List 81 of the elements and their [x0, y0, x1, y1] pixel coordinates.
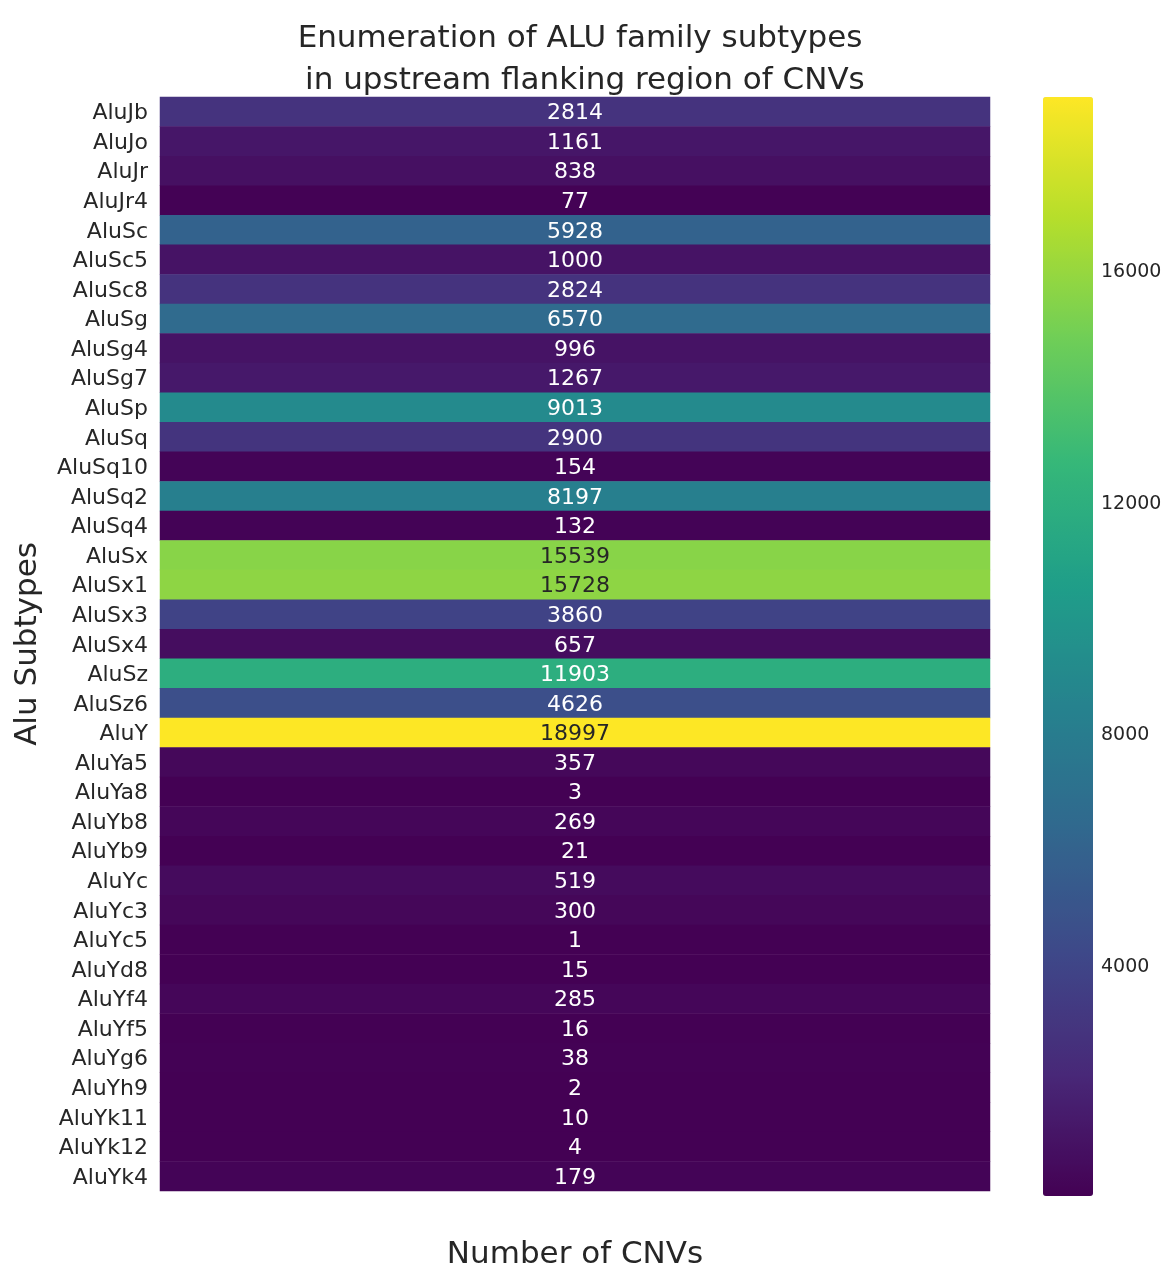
y-tick-label: AluYc3 [73, 897, 148, 923]
data-label: 4626 [547, 690, 603, 716]
data-label: 2814 [547, 99, 603, 125]
data-label: 2900 [547, 424, 603, 450]
y-tick-label: AluYb8 [71, 808, 148, 834]
data-label: 15539 [540, 542, 610, 568]
data-label: 9013 [547, 394, 603, 420]
data-label: 15 [561, 956, 589, 982]
y-tick-label: AluSx3 [71, 601, 148, 627]
data-label: 285 [554, 986, 596, 1012]
y-tick-label: AluYa5 [75, 749, 148, 775]
y-tick-label: AluY [99, 720, 149, 746]
data-label: 838 [554, 158, 596, 184]
y-tick-label: AluYk12 [58, 1134, 148, 1160]
y-tick-label: AluYk11 [58, 1104, 148, 1130]
y-tick-label: AluSq10 [56, 454, 148, 480]
data-label: 3 [568, 779, 582, 805]
data-label: 132 [554, 513, 596, 539]
y-tick-label: AluSx4 [71, 631, 148, 657]
y-tick-label: AluYf4 [77, 986, 148, 1012]
y-tick-label: AluSq4 [70, 513, 148, 539]
data-label: 5928 [547, 217, 603, 243]
data-label: 1000 [547, 247, 603, 273]
y-tick-label: AluYd8 [71, 956, 148, 982]
y-tick-label: AluSc5 [72, 247, 148, 273]
data-label: 269 [554, 808, 596, 834]
data-label: 8197 [547, 483, 603, 509]
y-tick-label: AluSq2 [70, 483, 148, 509]
data-label: 1267 [547, 365, 603, 391]
y-tick-label: AluSg4 [70, 335, 148, 361]
color-bar-label: 8000 [1101, 722, 1150, 745]
data-label: 657 [554, 631, 596, 657]
data-label: 18997 [540, 720, 610, 746]
data-label: 2824 [547, 276, 603, 302]
y-tick-label: AluJb [92, 99, 148, 125]
data-label: 38 [561, 1045, 589, 1071]
y-tick-label: AluYc [87, 868, 148, 894]
data-label: 179 [554, 1163, 596, 1189]
y-tick-label: AluSp [84, 394, 148, 420]
y-tick-label: AluSz6 [73, 690, 148, 716]
y-tick-label: AluYa8 [75, 779, 148, 805]
color-bar-label: 16000 [1101, 259, 1162, 282]
y-tick-label: AluYb9 [71, 838, 148, 864]
y-tick-label: AluSx [85, 542, 148, 568]
data-label: 16 [561, 1015, 589, 1041]
y-tick-label: AluYc5 [73, 927, 148, 953]
y-tick-label: AluYg6 [71, 1045, 148, 1071]
data-label: 4 [568, 1134, 582, 1160]
y-tick-label: AluSc [86, 217, 148, 243]
y-tick-label: AluYf5 [77, 1015, 148, 1041]
data-label: 154 [554, 454, 596, 480]
y-tick-label: AluSz [87, 661, 148, 687]
y-tick-label: AluYh9 [71, 1075, 148, 1101]
data-label: 357 [554, 749, 596, 775]
data-label: 519 [554, 868, 596, 894]
data-label: 3860 [547, 601, 603, 627]
color-bar-label: 12000 [1101, 490, 1162, 513]
data-label: 300 [554, 897, 596, 923]
data-label: 15728 [540, 572, 610, 598]
y-tick-label: AluSg [84, 306, 148, 332]
data-label: 2 [568, 1075, 582, 1101]
y-tick-label: AluSx1 [71, 572, 148, 598]
data-label: 11903 [540, 661, 610, 687]
y-tick-label: AluJr4 [83, 187, 148, 213]
data-label: 21 [561, 838, 589, 864]
y-tick-label: AluSg7 [70, 365, 148, 391]
y-tick-label: AluJr [97, 158, 149, 184]
y-tick-label: AluSc8 [72, 276, 148, 302]
x-axis-title: Number of CNVs [446, 1233, 704, 1270]
data-label: 1161 [547, 128, 603, 154]
data-label: 77 [561, 187, 589, 213]
y-axis-title: Alu Subtypes [6, 542, 43, 746]
color-bar-label: 4000 [1101, 953, 1150, 976]
data-label: 6570 [547, 306, 603, 332]
y-tick-label: AluYk4 [72, 1163, 148, 1189]
data-label: 1 [568, 927, 582, 953]
data-label: 996 [554, 335, 596, 361]
chart-title: Enumeration of ALU family subtypes in upstream flanking region of CNVs [295, 18, 865, 96]
data-label: 10 [561, 1104, 589, 1130]
y-tick-label: AluJo [92, 128, 148, 154]
y-tick-label: AluSq [84, 424, 148, 450]
